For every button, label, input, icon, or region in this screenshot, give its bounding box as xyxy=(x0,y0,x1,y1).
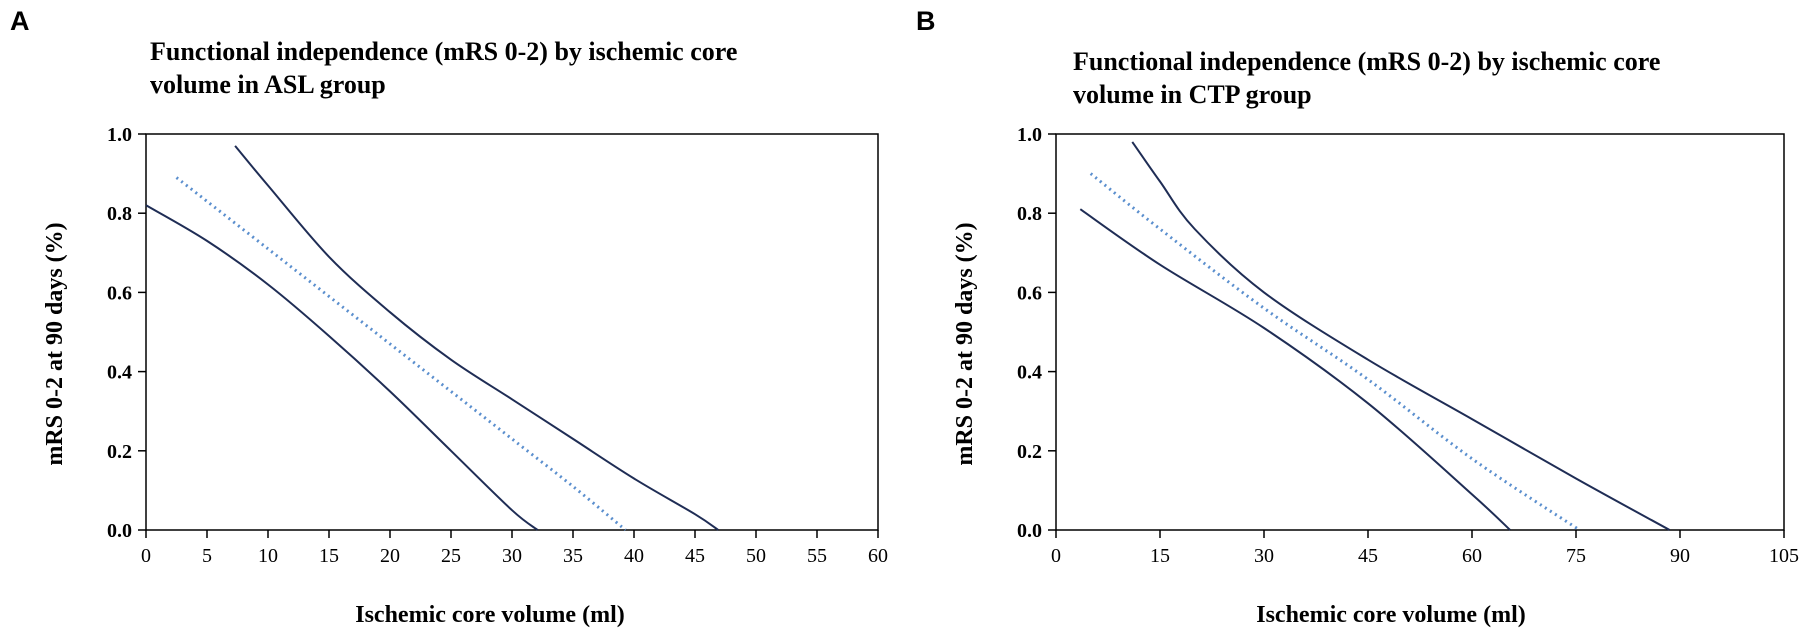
panel-a-x-tick-label: 60 xyxy=(868,545,888,567)
panel-a-y-tick-label: 1.0 xyxy=(107,124,132,146)
panel-b-y-tick-label: 0.8 xyxy=(1017,203,1042,225)
panel-a-y-tick-label: 0.0 xyxy=(107,520,132,542)
panel-b-y-tick-label: 0.6 xyxy=(1017,282,1042,304)
panel-a-plot-frame xyxy=(145,133,879,531)
panel-b-x-tick-label: 105 xyxy=(1769,545,1799,567)
panel-b-x-axis-title: Ischemic core volume (ml) xyxy=(1256,602,1525,628)
panel-a-x-axis-title: Ischemic core volume (ml) xyxy=(355,602,624,628)
panel-b-series-predicted-probability xyxy=(1089,172,1581,532)
panel-a-x-tick-label: 35 xyxy=(563,545,583,567)
panel-b-x-tick-label: 30 xyxy=(1254,545,1274,567)
panel-a-x-tick-label: 40 xyxy=(624,545,644,567)
panel-b-title-line-1: Functional independence (mRS 0-2) by isc… xyxy=(1073,47,1660,76)
panel-a-y-tick-label: 0.2 xyxy=(107,441,132,463)
panel-b-plot-area: 0 15 30 45 60 75 90 105 0.0 0.2 0.4 0.6 0.8 1.0 xyxy=(1017,124,1799,567)
panel-a-x-tick-label: 0 xyxy=(141,545,151,567)
panel-a-y-tick-label: 0.6 xyxy=(107,282,132,304)
panel-a-y-tick-label: 0.4 xyxy=(107,362,132,384)
panel-b-x-tick-label: 15 xyxy=(1150,545,1170,567)
panel-a-x-tick-label: 25 xyxy=(441,545,461,567)
panel-b-x-tick-label: 60 xyxy=(1462,545,1482,567)
panel-b-x-tick-label: 90 xyxy=(1670,545,1690,567)
panel-b-title-line-2: volume in CTP group xyxy=(1073,80,1312,109)
panel-b-y-axis-title: mRS 0-2 at 90 days (%) xyxy=(952,222,978,465)
panel-b-chart: B Functional independence (mRS 0-2) by i… xyxy=(916,6,1799,628)
panel-a-y-tick-label: 0.8 xyxy=(107,203,132,225)
panel-b-letter: B xyxy=(916,6,936,36)
panel-b-y-tick-label: 0.4 xyxy=(1017,362,1042,384)
panel-a-x-tick-label: 20 xyxy=(380,545,400,567)
panel-b-y-tick-label: 1.0 xyxy=(1017,124,1042,146)
panel-b-series-lower-95-ci xyxy=(1079,208,1511,531)
panel-b-x-tick-label: 75 xyxy=(1566,545,1586,567)
panel-a-series-upper-95-ci xyxy=(234,145,719,531)
panel-a-x-tick-label: 5 xyxy=(202,545,212,567)
panel-a-x-tick-label: 15 xyxy=(319,545,339,567)
panel-a-y-axis-title: mRS 0-2 at 90 days (%) xyxy=(42,222,68,465)
panel-a-x-tick-label: 55 xyxy=(807,545,827,567)
panel-a-letter: A xyxy=(10,6,30,36)
panel-b-plot-frame xyxy=(1055,133,1785,531)
panel-a-title-line-1: Functional independence (mRS 0-2) by isc… xyxy=(150,37,737,66)
panel-a-title-line-2: volume in ASL group xyxy=(150,70,386,99)
panel-a-x-tick-label: 30 xyxy=(502,545,522,567)
panel-a-x-tick-label: 45 xyxy=(685,545,705,567)
panel-a-x-tick-label: 50 xyxy=(746,545,766,567)
panel-a-series-predicted-probability xyxy=(175,176,627,532)
panel-b-y-tick-label: 0.0 xyxy=(1017,520,1042,542)
panel-a-plot-area: 0 5 10 15 20 25 30 35 40 45 50 55 60 0.0 0.2 0.4 0.6 0.8 1… xyxy=(107,124,888,567)
panel-a-chart: A Functional independence (mRS 0-2) by i… xyxy=(10,6,888,628)
panel-b-y-tick-label: 0.2 xyxy=(1017,441,1042,463)
panel-a-x-tick-label: 10 xyxy=(258,545,278,567)
panel-b-x-tick-label: 0 xyxy=(1051,545,1061,567)
panel-b-x-tick-label: 45 xyxy=(1358,545,1378,567)
panel-b-series-upper-95-ci xyxy=(1131,141,1671,531)
panel-a-series-lower-95-ci xyxy=(145,204,539,531)
